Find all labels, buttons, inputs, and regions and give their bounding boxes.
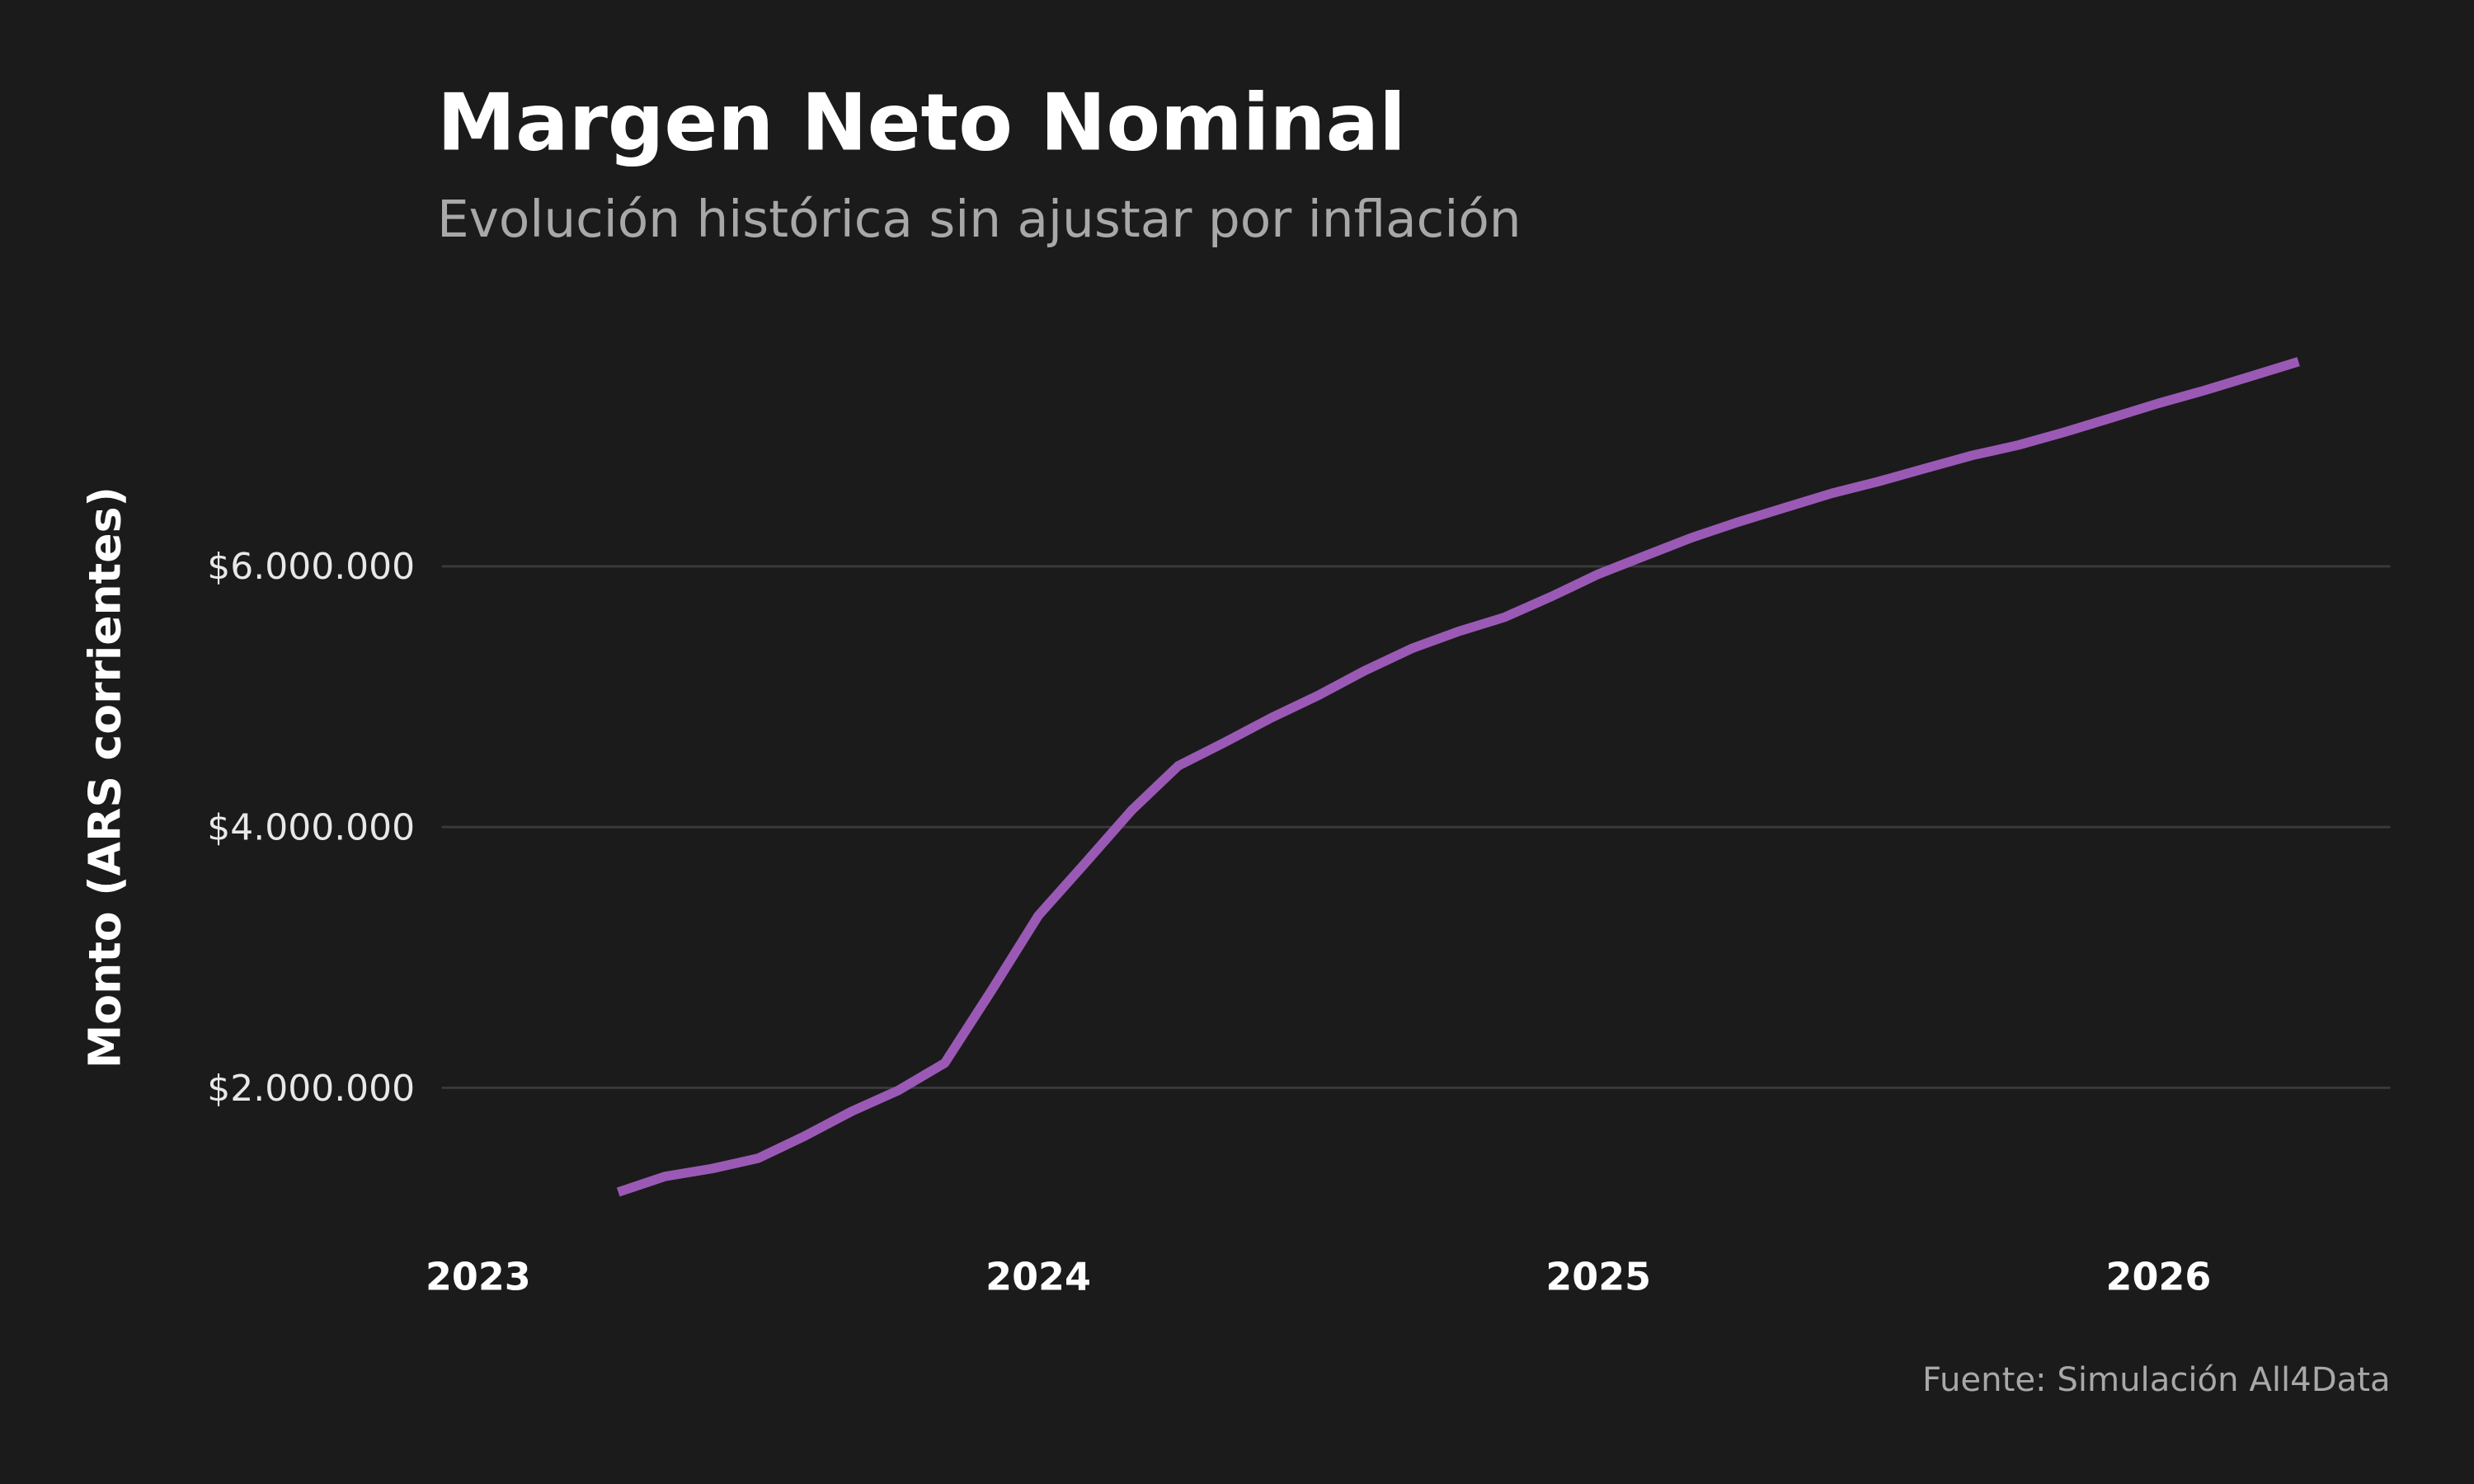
y-axis-label: Monto (ARS corrientes) — [78, 486, 130, 1068]
x-tick-label: 2026 — [2106, 1255, 2212, 1299]
chart-title: Margen Neto Nominal — [437, 77, 1406, 169]
data-line — [616, 357, 2300, 1197]
y-tick-label: $4.000.000 — [207, 806, 415, 848]
source-note: Fuente: Simulación All4Data — [1922, 1361, 2391, 1399]
y-tick-label: $2.000.000 — [207, 1068, 415, 1110]
x-tick-label: 2023 — [426, 1255, 531, 1299]
chart-subtitle: Evolución histórica sin ajustar por infl… — [437, 190, 1522, 249]
x-tick-label: 2025 — [1545, 1255, 1651, 1299]
x-tick-label: 2024 — [985, 1255, 1091, 1299]
y-tick-label: $6.000.000 — [207, 546, 415, 588]
